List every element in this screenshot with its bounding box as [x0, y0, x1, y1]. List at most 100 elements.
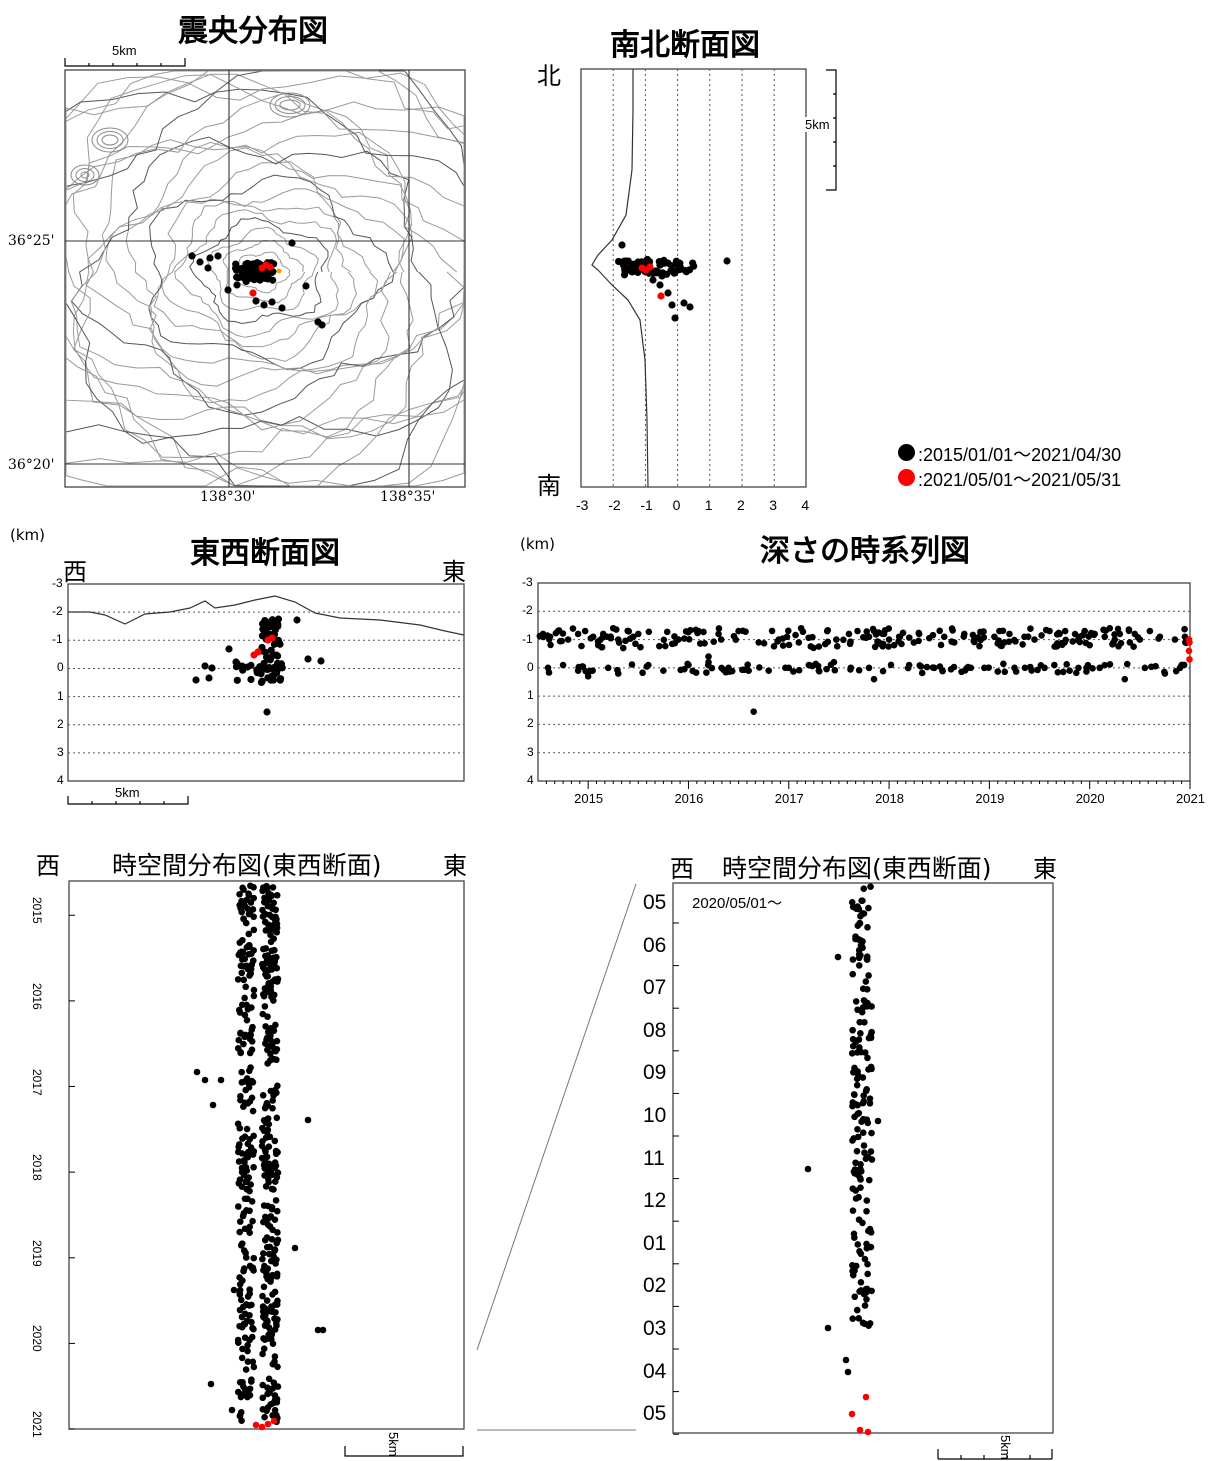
- ts-dot: [833, 636, 840, 643]
- ts-dot: [671, 633, 678, 640]
- st-dot-recent: [258, 1423, 266, 1431]
- st-west-label: 西: [36, 852, 60, 880]
- zoom-month-label: 08: [643, 1018, 667, 1042]
- st-dot: [274, 975, 282, 983]
- st-dot: [249, 906, 257, 913]
- ts-dot: [977, 628, 984, 636]
- ts-dot: [559, 661, 567, 669]
- ts-dot: [624, 627, 631, 635]
- zoom-dot: [842, 1356, 850, 1364]
- ts-dot: [823, 665, 830, 673]
- st-dot: [259, 1250, 267, 1257]
- st-dot: [244, 1140, 252, 1148]
- ts-dot: [1100, 626, 1107, 634]
- zoom-dot: [861, 1302, 869, 1309]
- ew-dot-recent: [268, 634, 276, 642]
- ts-dot: [784, 627, 792, 635]
- zoom-month-label: 03: [643, 1317, 667, 1340]
- st-dot: [241, 1310, 249, 1318]
- contour-line: [153, 188, 379, 362]
- ts-dot: [862, 634, 870, 642]
- ts-dot: [1069, 638, 1077, 645]
- st-dot: [243, 1301, 250, 1308]
- st-dot: [243, 1392, 251, 1400]
- zoom-dot: [854, 1049, 861, 1056]
- ew-dot: [205, 674, 213, 682]
- ts-dot-recent: [1186, 656, 1193, 663]
- ns-x-tick: 3: [769, 497, 777, 513]
- ts-dot: [881, 627, 889, 634]
- ts-dot: [976, 642, 983, 650]
- st-dot: [268, 947, 276, 955]
- contour-hill: [70, 164, 100, 186]
- zoom-dot: [857, 1030, 864, 1037]
- ts-dot: [1005, 638, 1013, 646]
- ts-dot: [896, 633, 904, 641]
- st-dot: [265, 1250, 273, 1258]
- ns-x-tick: -1: [640, 497, 653, 513]
- ts-dot: [790, 668, 797, 675]
- zoom-dot: [857, 1176, 864, 1183]
- zoom-month-label: 10: [643, 1104, 667, 1127]
- zoom-dot: [860, 1115, 867, 1123]
- st-dot: [273, 1301, 281, 1308]
- ts-dot: [1161, 668, 1168, 676]
- st-dot: [237, 1092, 244, 1100]
- zoom-dot: [868, 1287, 875, 1295]
- ts-dot: [846, 640, 854, 648]
- st-dot: [236, 1228, 243, 1236]
- ts-dot: [916, 662, 924, 669]
- st-dot: [264, 1275, 272, 1283]
- st-dot: [243, 1125, 251, 1133]
- st-dot: [248, 1004, 255, 1011]
- zoom-west-label: 西: [670, 855, 694, 883]
- st-dot: [263, 1128, 271, 1136]
- zoom-dot: [867, 1148, 875, 1155]
- ts-dot: [700, 628, 707, 636]
- st-dot: [265, 1178, 272, 1186]
- zoom-dot: [849, 1207, 857, 1214]
- ts-dot: [574, 630, 582, 638]
- ts-dot: [1101, 661, 1108, 669]
- st-dot: [240, 886, 247, 893]
- st-dot: [240, 1103, 247, 1111]
- zoom-dot: [859, 1129, 867, 1136]
- zoom-dot: [867, 883, 874, 890]
- st-dot: [265, 966, 273, 974]
- st-dot: [193, 1068, 201, 1076]
- zoom-dot: [851, 1091, 858, 1099]
- contour-hill: [96, 131, 124, 149]
- epicenter-dot: [188, 252, 196, 260]
- zoom-dot: [853, 1147, 861, 1155]
- st-dot: [264, 1318, 271, 1325]
- ts-dot: [1062, 636, 1069, 644]
- ts-dot: [575, 663, 583, 671]
- ns-x-tick: 2: [737, 497, 745, 513]
- ts-y-tick: 4: [527, 773, 534, 787]
- zoom-month-label: 05: [643, 891, 667, 914]
- ts-dot: [814, 662, 822, 670]
- ts-dot: [607, 633, 614, 641]
- ew-dot-recent: [250, 651, 258, 659]
- st-dot: [241, 903, 249, 910]
- ts-dot: [1058, 641, 1066, 649]
- ns-south-label: 南: [537, 472, 561, 500]
- epicenter-dot: [233, 273, 241, 281]
- ew-dot: [263, 708, 271, 716]
- st-dot: [247, 882, 254, 890]
- ew-dot: [264, 674, 272, 682]
- ts-dot: [950, 663, 958, 671]
- ts-dot: [1096, 664, 1104, 672]
- zoom-dot: [865, 904, 872, 912]
- st-dot: [262, 1148, 269, 1156]
- ts-dot: [1072, 669, 1080, 677]
- ts-dot: [578, 642, 585, 650]
- ew-y-tick: -1: [52, 632, 63, 647]
- ew-dot: [276, 676, 284, 684]
- ts-dot: [795, 666, 803, 674]
- ts-dot: [559, 630, 567, 637]
- st-dot: [235, 1148, 242, 1156]
- crater-marker: [276, 268, 282, 274]
- st-dot: [242, 1164, 250, 1171]
- st-dot: [273, 1322, 280, 1329]
